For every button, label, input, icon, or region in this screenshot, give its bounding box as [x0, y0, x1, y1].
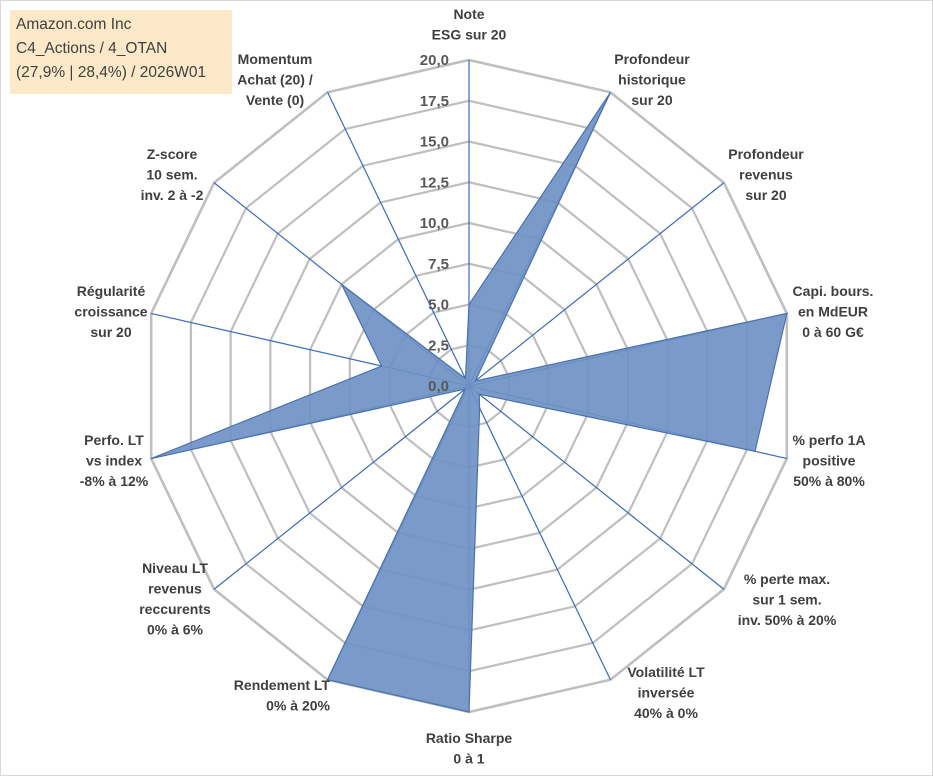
tick-label: 12,5	[420, 174, 449, 191]
axis-spoke	[327, 92, 470, 387]
category-label: % perfo 1A positive 50% à 80%	[792, 432, 865, 489]
category-label-layer: Note ESG sur 20 Profondeur historique sur 20…	[74, 6, 873, 767]
category-label: Niveau LT revenus reccurents 0% à 6%	[139, 560, 211, 638]
axis-spoke	[468, 385, 611, 680]
category-label: Régularité croissance sur 20	[74, 283, 147, 340]
tick-label: 5,0	[428, 297, 449, 314]
category-label: Profondeur revenus sur 20	[728, 146, 804, 203]
tick-label: 15,0	[420, 134, 449, 151]
category-label: Rendement LT 0% à 20%	[234, 677, 331, 714]
tick-label: 7,5	[428, 256, 449, 273]
axis-spoke	[468, 182, 725, 387]
tick-label: 20,0	[420, 52, 449, 69]
category-label: Z-score 10 sem. inv. 2 à -2	[141, 146, 204, 203]
title-line-2: C4_Actions / 4_OTAN	[16, 40, 168, 57]
axis-spoke	[213, 385, 470, 590]
tick-label: 2,5	[428, 337, 449, 354]
series-area	[150, 91, 788, 713]
tick-label: 17,5	[420, 93, 449, 110]
title-line-1: Amazon.com Inc	[16, 16, 132, 33]
category-label: % perte max. sur 1 sem. inv. 50% à 20%	[738, 571, 837, 628]
category-label: Note ESG sur 20	[432, 6, 507, 43]
series-layer	[150, 91, 788, 713]
title-line-3: (27,9% | 28,4%) / 2026W01	[16, 64, 207, 81]
tick-label: 0,0	[428, 378, 449, 395]
category-label: Perfo. LT vs index -8% à 12%	[80, 432, 149, 489]
category-label: Capi. bours. en MdEUR 0 à 60 G€	[793, 283, 874, 340]
category-label: Ratio Sharpe 0 à 1	[426, 730, 513, 767]
axis-spoke	[468, 385, 725, 590]
tick-layer: 0,0 2,5 5,0 7,5 10,0 12,5 15,0 17,5 20,0	[420, 52, 449, 395]
category-label: Momentum Achat (20) / Vente (0)	[237, 51, 313, 108]
chart-title-box: Amazon.com Inc C4_Actions / 4_OTAN (27,9…	[10, 10, 232, 94]
tick-label: 10,0	[420, 215, 449, 232]
category-label: Volatilité LT inversée 40% à 0%	[627, 664, 705, 721]
category-label: Profondeur historique sur 20	[614, 51, 690, 108]
